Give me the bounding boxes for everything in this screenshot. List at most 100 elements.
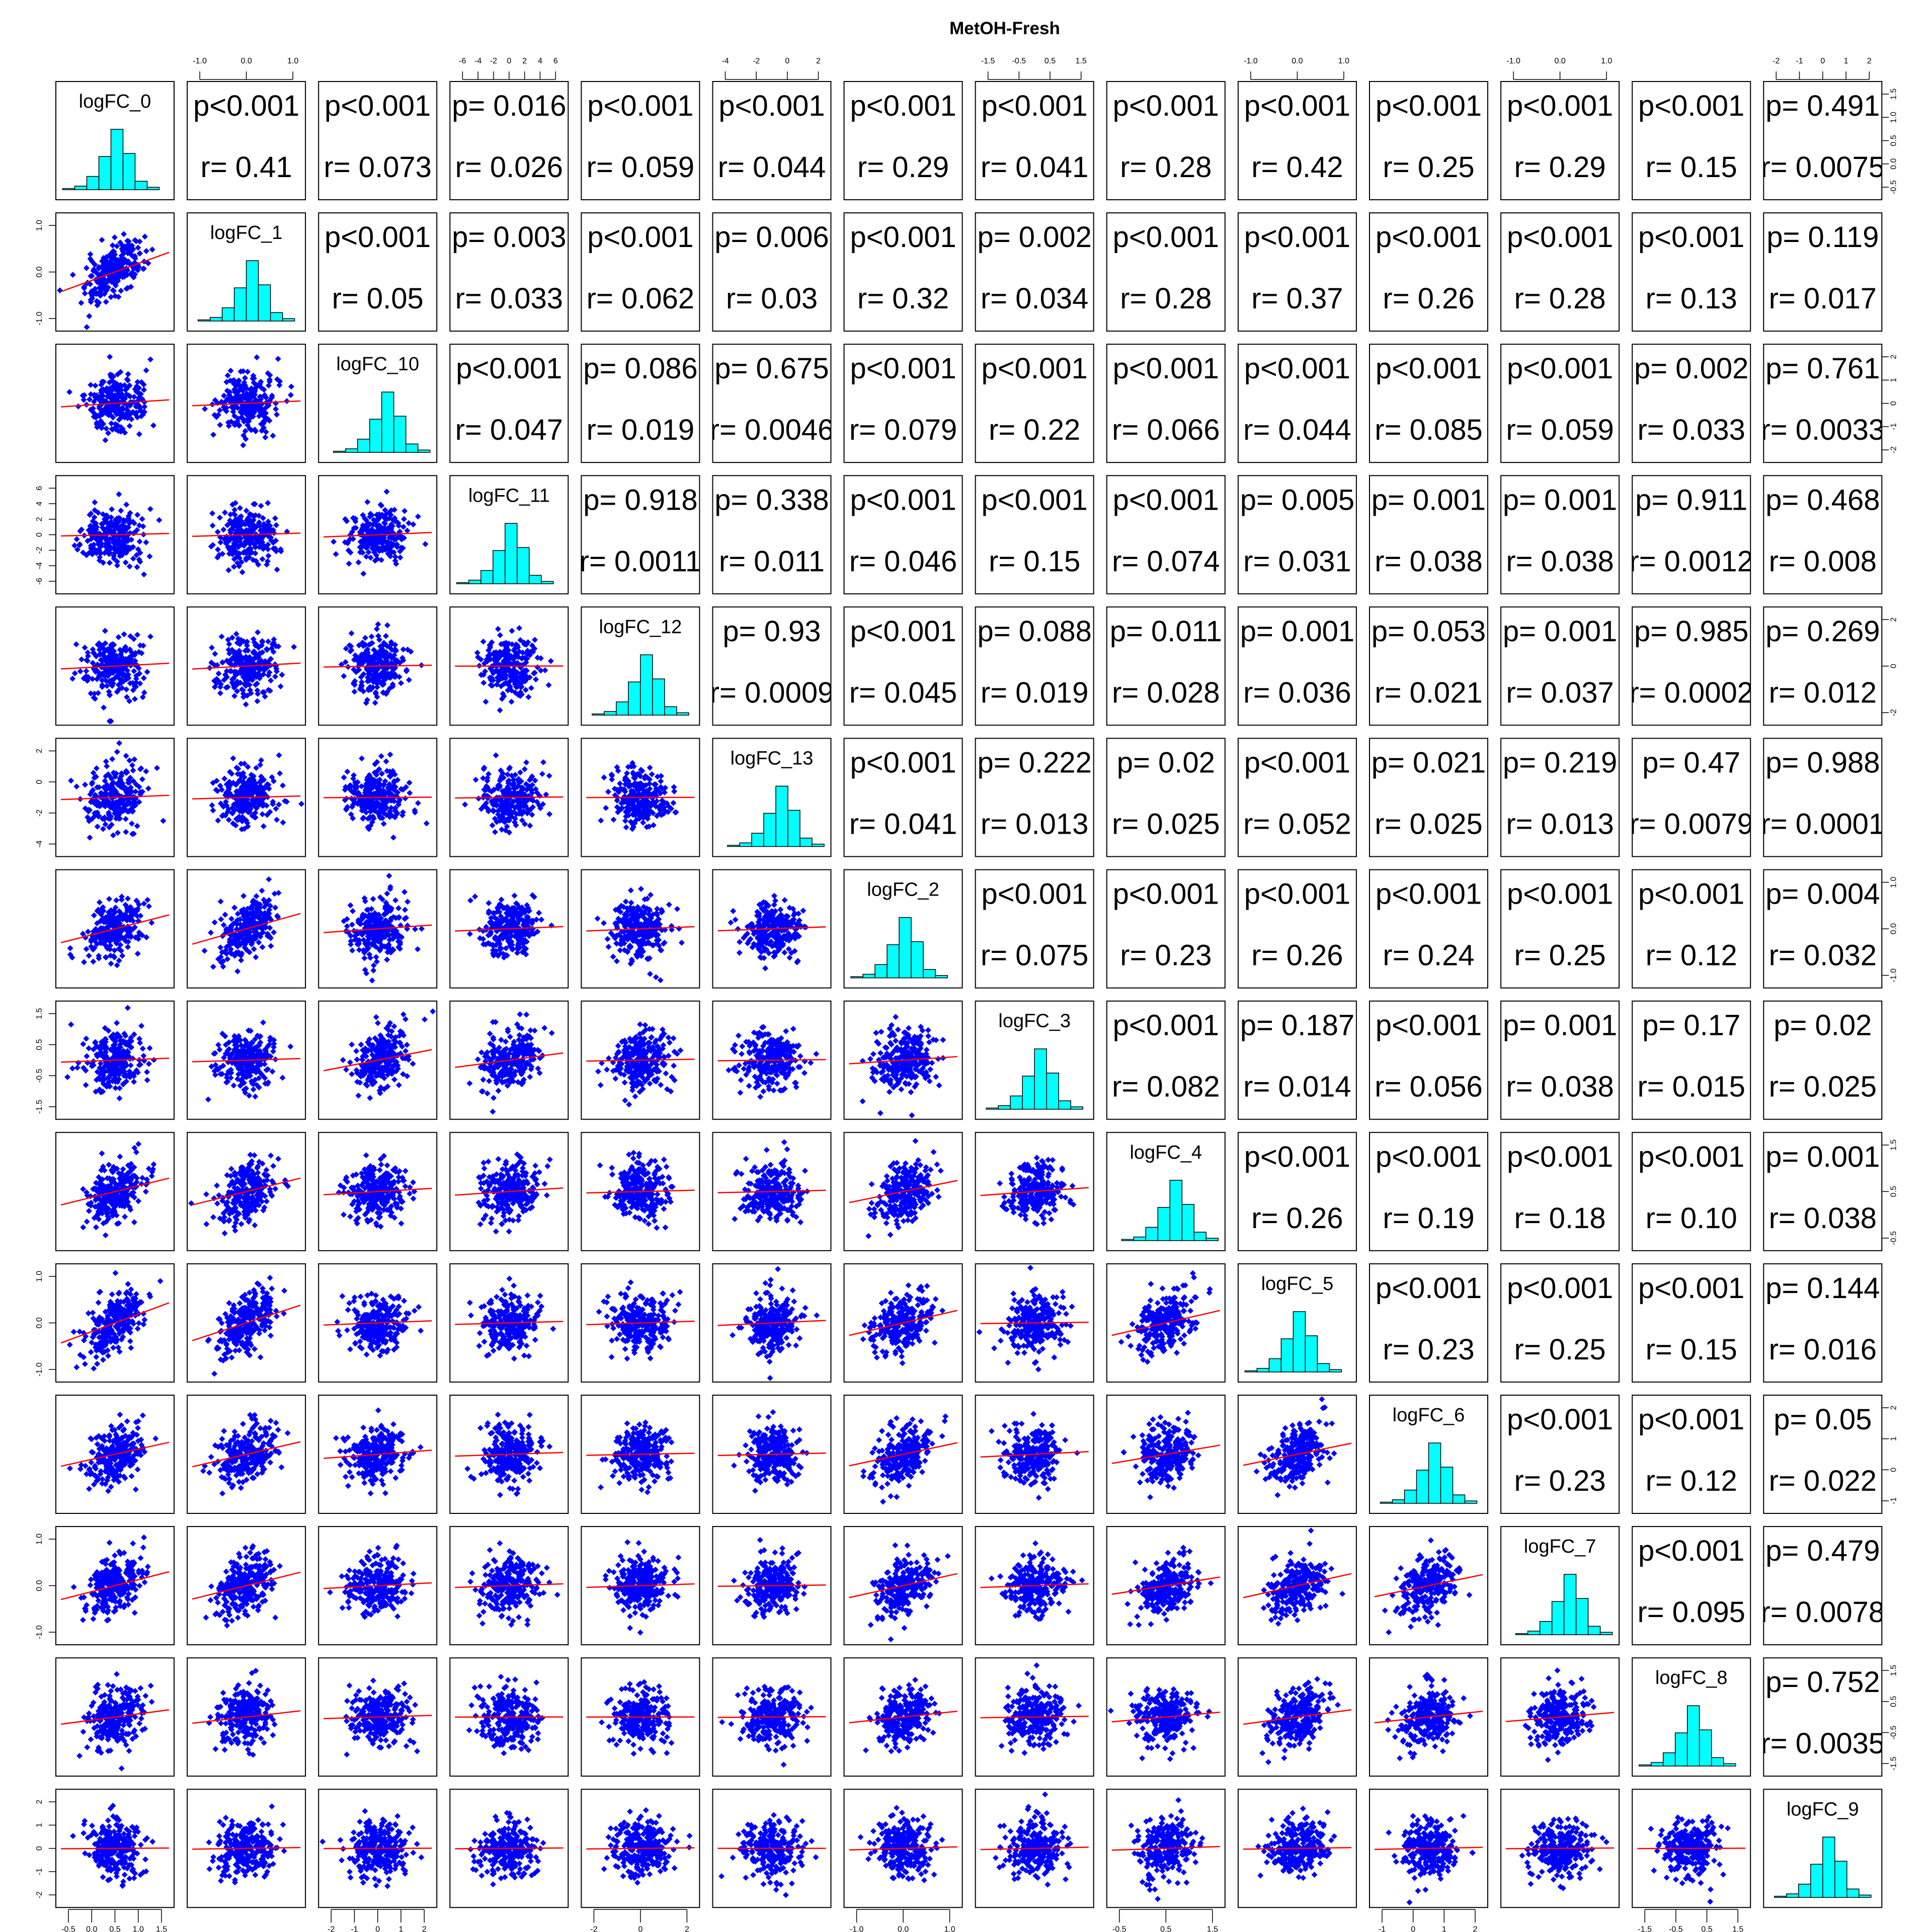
panel-3-8: p<0.001 r= 0.074 <box>1107 475 1225 594</box>
panel-2-3: p<0.001r= 0.047 <box>450 344 568 462</box>
r-value-text: r= 0.085 <box>1375 414 1482 446</box>
panel-1-13: p= 0.119r= 0.017 <box>1763 213 1882 331</box>
p-value-text: p<0.001 <box>850 221 956 254</box>
histogram-bar <box>75 186 87 190</box>
scatter-point <box>220 527 226 533</box>
panel-3-11: p= 0.001 r= 0.038 <box>1501 475 1619 594</box>
scatter-points <box>66 354 156 443</box>
r-value-text: r= 0.03 <box>726 282 818 315</box>
scatter-point <box>356 559 362 566</box>
r-value-text: r= 0.044 <box>718 151 826 184</box>
p-value-text: p<0.001 <box>1638 221 1744 254</box>
histogram-bar <box>135 181 147 190</box>
panel-2-2: logFC_10 <box>318 344 437 462</box>
scatter-point <box>202 406 208 412</box>
p-value-text: p<0.001 <box>587 90 693 122</box>
panel-2-11: p<0.001r= 0.059 <box>1501 344 1619 462</box>
scatter-point <box>147 356 153 362</box>
p-value-text: p<0.001 <box>850 484 956 516</box>
p-value-text: p<0.001 <box>982 352 1088 385</box>
panel-0-3: p= 0.016r= 0.026 <box>450 82 568 200</box>
scatter-point <box>415 514 421 520</box>
scatter-point <box>108 294 114 300</box>
scatter-point <box>273 400 279 407</box>
r-value-text: r= 0.041 <box>981 151 1088 184</box>
scatter-point <box>72 670 78 676</box>
scatter-point <box>272 515 278 521</box>
panel-2-12: p= 0.002r= 0.033 <box>1632 344 1750 462</box>
p-value-text: p<0.001 <box>982 484 1088 516</box>
panel-3-2 <box>318 475 437 594</box>
r-value-text: r= 0.073 <box>324 151 431 184</box>
r-value-text: r= 0.0075 <box>1760 151 1885 184</box>
p-value-text: p<0.001 <box>1638 90 1744 122</box>
r-value-text: r= 0.0011 <box>580 545 701 578</box>
panel-1-12: p<0.001r= 0.13 <box>1632 213 1750 331</box>
p-value-text: p<0.001 <box>850 90 956 122</box>
scatter-point <box>364 499 370 505</box>
r-value-text: r= 0.42 <box>1251 151 1343 184</box>
p-value-text: p<0.001 <box>1507 221 1613 254</box>
histogram-bar <box>111 129 123 190</box>
panel-2-6: p<0.001r= 0.079 <box>844 344 962 462</box>
histogram-bar <box>493 550 505 584</box>
scatter-point <box>141 404 147 410</box>
scatter-point <box>215 546 221 552</box>
panel-0-6: p<0.001r= 0.29 <box>844 82 962 200</box>
chart-title: MetOH-Fresh <box>949 19 1060 38</box>
scatter-point <box>156 517 162 523</box>
histogram-bar <box>234 288 247 321</box>
panel-1-6: p<0.001 r= 0.32 <box>844 213 962 331</box>
scatter-point <box>225 567 231 573</box>
histogram-bar <box>469 580 481 584</box>
scatter-point <box>84 265 90 271</box>
histogram-bar <box>457 583 469 584</box>
scatter-point <box>276 382 282 388</box>
scatter-point <box>137 538 143 544</box>
p-value-text: p= 0.491 <box>1765 90 1880 122</box>
r-value-text: r= 0.28 <box>1514 282 1606 315</box>
r-value-text: r= 0.046 <box>849 545 957 578</box>
r-value-text: r= 0.32 <box>857 282 949 315</box>
panel-2-0 <box>56 344 174 462</box>
r-value-text: r= 0.038 <box>1506 545 1614 578</box>
p-value-text: p= 0.761 <box>1765 352 1880 385</box>
r-value-text: r= 0.034 <box>981 282 1088 315</box>
scatter-point <box>231 507 237 513</box>
panel-0-10: p<0.001r= 0.25 <box>1370 82 1488 200</box>
variable-label: logFC_10 <box>336 354 419 375</box>
scatter-point <box>270 433 276 439</box>
r-value-text: r= 0.059 <box>1506 414 1614 446</box>
variable-label: logFC_0 <box>79 91 151 112</box>
histogram-bar <box>147 187 159 190</box>
p-value-text: p<0.001 <box>1113 90 1219 122</box>
scatter-point <box>209 510 215 516</box>
r-value-text: r= 0.37 <box>1251 282 1343 315</box>
scatter-point <box>222 510 228 516</box>
scatter-point <box>136 431 142 437</box>
histogram-bar <box>222 308 234 321</box>
r-value-text: r= 0.026 <box>455 151 563 184</box>
p-value-text: p<0.001 <box>1244 90 1350 122</box>
scatter-points <box>69 628 153 725</box>
histogram-bar <box>481 571 493 584</box>
r-value-text: r= 0.033 <box>1637 414 1745 446</box>
scatter-point <box>143 248 149 254</box>
p-value-text: p= 0.001 <box>1503 484 1617 516</box>
scatter-point <box>401 508 408 514</box>
scatter-point <box>397 554 404 560</box>
scatter-point <box>134 512 140 518</box>
r-value-text: r= 0.044 <box>1243 414 1351 446</box>
histogram-bar <box>198 320 210 321</box>
scatter-point <box>217 422 223 428</box>
p-value-text: p<0.001 <box>1376 352 1482 385</box>
r-value-text: r= 0.074 <box>1112 545 1220 578</box>
p-value-text: p<0.001 <box>1244 221 1350 254</box>
p-value-text: p<0.001 <box>1113 484 1219 516</box>
r-value-text: r= 0.079 <box>849 414 957 446</box>
scatter-point <box>123 502 129 508</box>
